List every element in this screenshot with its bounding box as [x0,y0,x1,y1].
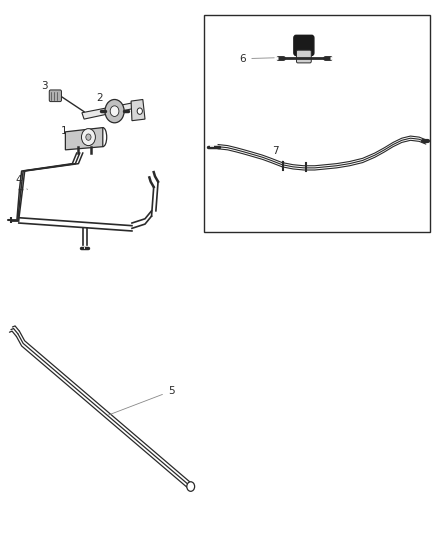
Circle shape [187,482,194,491]
Circle shape [137,108,142,114]
Circle shape [105,100,124,123]
FancyBboxPatch shape [294,35,314,55]
Polygon shape [65,127,103,150]
FancyBboxPatch shape [49,90,61,102]
Circle shape [81,128,95,146]
Text: 5: 5 [109,386,174,415]
Text: 6: 6 [240,54,280,63]
Text: 7: 7 [272,146,284,163]
FancyBboxPatch shape [297,50,311,63]
Polygon shape [131,100,145,120]
Text: 3: 3 [41,81,53,93]
Text: 4: 4 [15,175,28,190]
Bar [204,14,430,232]
Circle shape [110,106,119,116]
Text: 2: 2 [96,93,112,104]
Polygon shape [82,102,138,119]
Text: 1: 1 [61,126,79,136]
Circle shape [86,134,91,140]
